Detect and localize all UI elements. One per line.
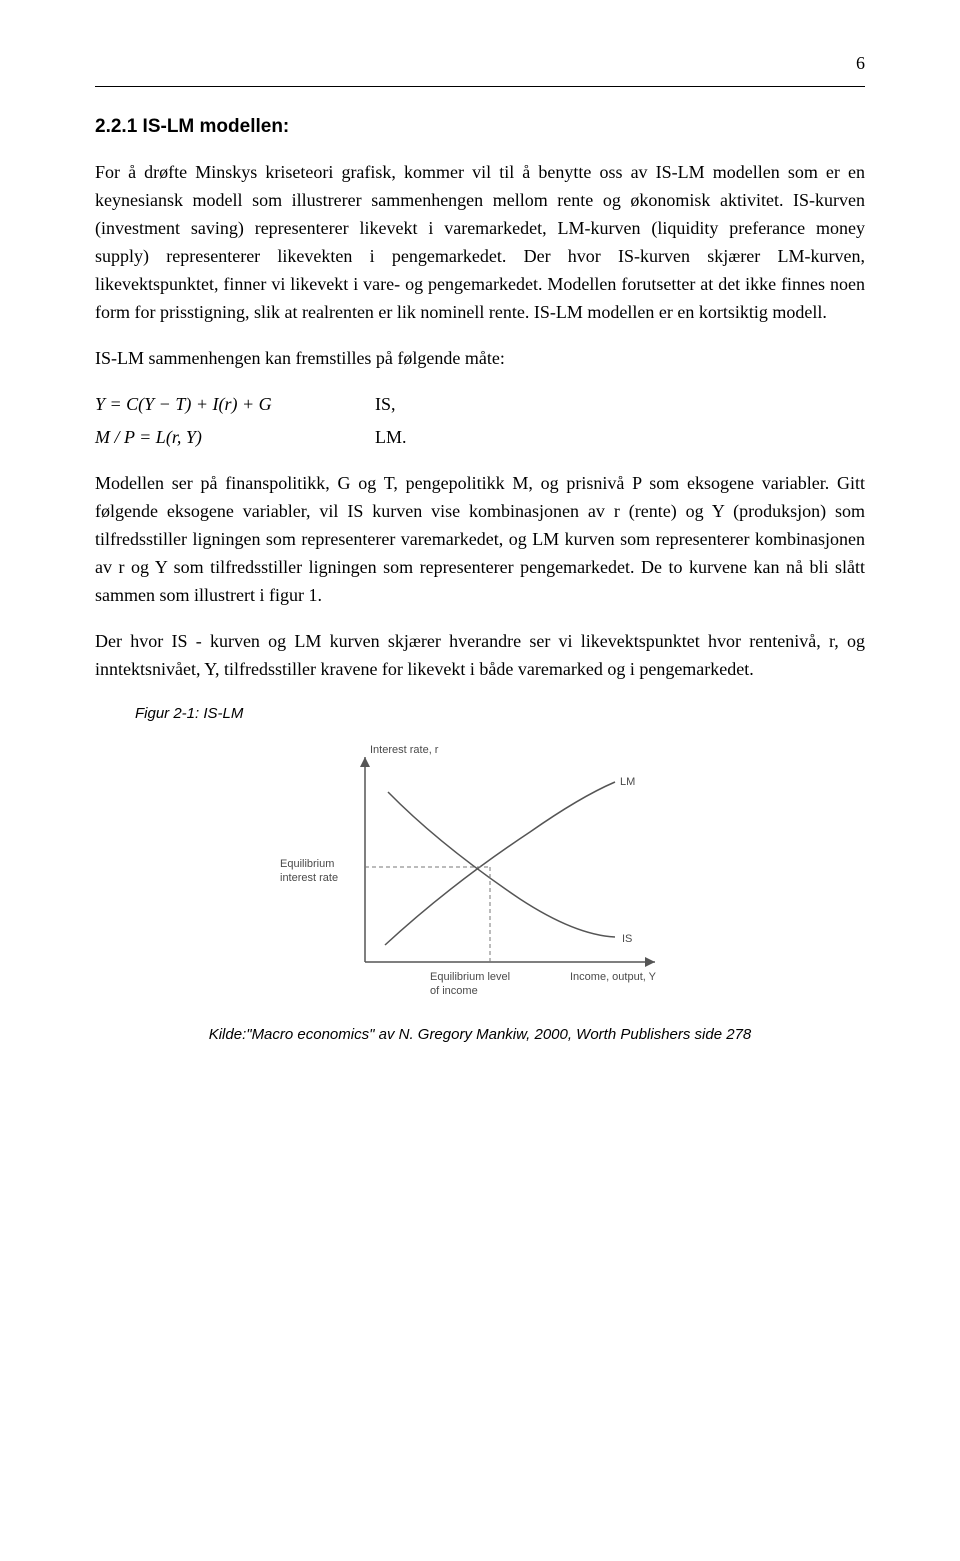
figure-caption: Figur 2-1: IS-LM: [135, 702, 865, 725]
equation-lm-lhs: M / P = L(r, Y): [95, 424, 375, 452]
equation-is: Y = C(Y − T) + I(r) + G IS,: [95, 391, 865, 419]
equation-lm-rhs: LM.: [375, 424, 407, 452]
paragraph-1: For å drøfte Minskys kriseteori grafisk,…: [95, 159, 865, 326]
svg-text:Equilibrium: Equilibrium: [280, 858, 334, 870]
equation-is-lhs: Y = C(Y − T) + I(r) + G: [95, 391, 375, 419]
is-lm-chart-wrap: Interest rate, r Income, output, Y LM IS Equ…: [95, 737, 865, 1007]
svg-text:IS: IS: [622, 933, 632, 945]
source-text: Kilde:"Macro economics" av N. Gregory Ma…: [95, 1023, 865, 1046]
header-rule: [95, 86, 865, 87]
section-heading: 2.2.1 IS-LM modellen:: [95, 112, 865, 141]
svg-text:interest rate: interest rate: [280, 872, 338, 884]
svg-text:Equilibrium level: Equilibrium level: [430, 971, 510, 983]
equation-lm: M / P = L(r, Y) LM.: [95, 424, 865, 452]
is-lm-chart: Interest rate, r Income, output, Y LM IS Equ…: [270, 737, 690, 1007]
equation-is-rhs: IS,: [375, 391, 396, 419]
paragraph-2: IS-LM sammenhengen kan fremstilles på fø…: [95, 345, 865, 373]
svg-text:Interest rate, r: Interest rate, r: [370, 744, 439, 756]
paragraph-4: Der hvor IS - kurven og LM kurven skjære…: [95, 628, 865, 684]
equation-block: Y = C(Y − T) + I(r) + G IS, M / P = L(r,…: [95, 391, 865, 453]
page-number: 6: [95, 50, 865, 78]
svg-text:LM: LM: [620, 776, 635, 788]
svg-text:of income: of income: [430, 985, 478, 997]
paragraph-3: Modellen ser på finanspolitikk, G og T, …: [95, 470, 865, 609]
svg-text:Income, output, Y: Income, output, Y: [570, 971, 657, 983]
